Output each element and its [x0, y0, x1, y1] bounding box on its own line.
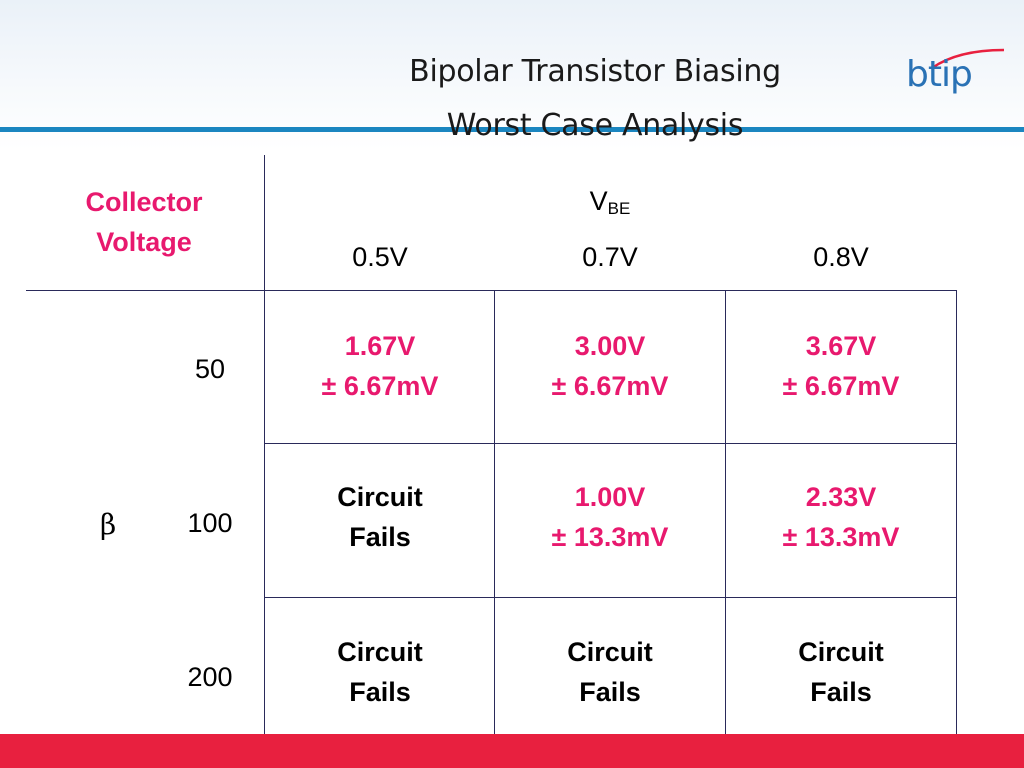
grid-line	[264, 597, 957, 598]
vbe-subscript: BE	[607, 199, 631, 218]
collector-voltage-label-line2: Voltage	[96, 227, 192, 257]
vbe-label: V	[589, 186, 608, 216]
cell-line1: Circuit	[337, 637, 423, 667]
footer-bar	[0, 734, 1024, 768]
table-cell: Circuit Fails	[265, 632, 495, 712]
vbe-header: VBE	[560, 186, 660, 219]
cell-line1: 3.67V	[805, 331, 877, 361]
table-cell: 3.00V ± 6.67mV	[495, 326, 725, 406]
grid-line	[725, 290, 726, 750]
cell-line1: 1.00V	[574, 482, 646, 512]
cell-line2: ± 13.3mV	[551, 522, 669, 552]
cell-line2: ± 6.67mV	[551, 371, 669, 401]
collector-voltage-label-line1: Collector	[85, 187, 203, 217]
vbe-value: 0.7V	[582, 242, 638, 272]
cell-line2: Fails	[579, 677, 641, 707]
table-cell: 2.33V ± 13.3mV	[726, 477, 956, 557]
beta-value: 200	[187, 662, 233, 692]
cell-line1: Circuit	[798, 637, 884, 667]
vbe-value: 0.5V	[352, 242, 408, 272]
cell-line1: Circuit	[337, 482, 423, 512]
beta-value: 50	[194, 354, 226, 384]
grid-line	[264, 443, 957, 444]
cell-line2: Fails	[810, 677, 872, 707]
vbe-value: 0.8V	[813, 242, 869, 272]
collector-voltage-label: Collector Voltage	[28, 182, 260, 262]
cell-line2: ± 13.3mV	[782, 522, 900, 552]
table-cell: Circuit Fails	[726, 632, 956, 712]
table-cell: Circuit Fails	[495, 632, 725, 712]
grid-line	[494, 290, 495, 750]
cell-line2: Fails	[349, 522, 411, 552]
cell-line1: 1.67V	[344, 331, 416, 361]
cell-line1: 3.00V	[574, 331, 646, 361]
slide-title-line2: Worst Case Analysis	[446, 108, 744, 143]
header-background	[0, 0, 1024, 150]
logo-swoosh-icon	[931, 48, 1005, 70]
table-cell: Circuit Fails	[265, 477, 495, 557]
table-cell: 3.67V ± 6.67mV	[726, 326, 956, 406]
cell-line2: ± 6.67mV	[321, 371, 439, 401]
header-divider	[264, 155, 265, 750]
logo-text: btip	[906, 54, 973, 95]
cell-line2: ± 6.67mV	[782, 371, 900, 401]
slide-title-line1: Bipolar Transistor Biasing	[409, 54, 781, 89]
table-cell: 1.00V ± 13.3mV	[495, 477, 725, 557]
cell-line2: Fails	[349, 677, 411, 707]
header-rule	[0, 127, 1024, 132]
beta-symbol: β	[100, 508, 117, 541]
grid-line	[956, 290, 957, 750]
header-rule-horizontal	[26, 290, 957, 291]
cell-line1: 2.33V	[805, 482, 877, 512]
cell-line1: Circuit	[567, 637, 653, 667]
btip-logo: btip	[906, 48, 1005, 108]
beta-value: 100	[187, 508, 233, 538]
table-cell: 1.67V ± 6.67mV	[265, 326, 495, 406]
